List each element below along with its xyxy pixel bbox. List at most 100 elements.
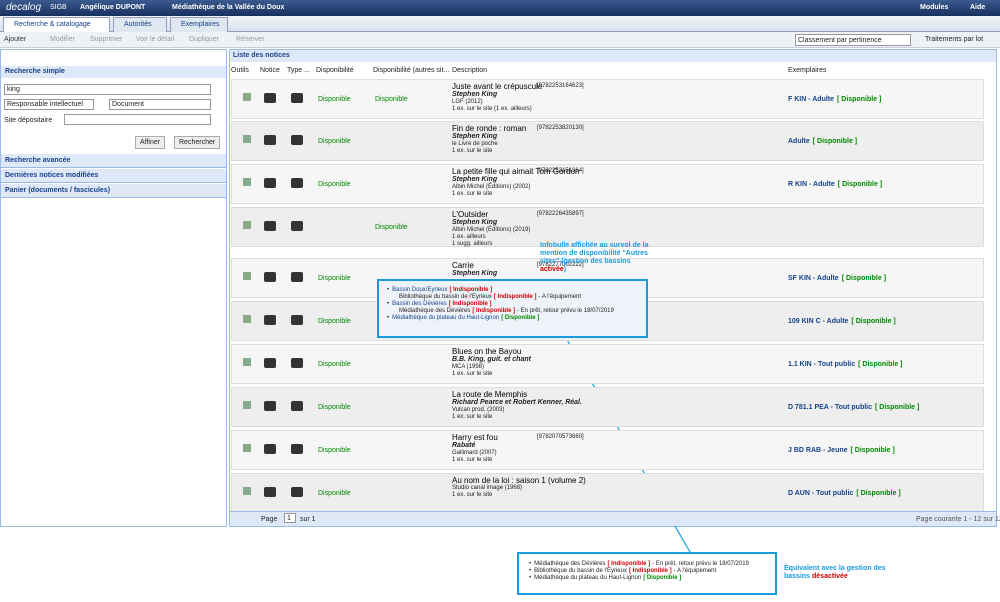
- type-icon[interactable]: [291, 178, 303, 188]
- copy[interactable]: Adulte[ Disponible ]: [788, 138, 857, 145]
- type-icon[interactable]: [291, 135, 303, 145]
- notice-title[interactable]: La route de Memphis: [452, 390, 528, 399]
- type-icon[interactable]: [291, 358, 303, 368]
- notice-icon[interactable]: [264, 178, 276, 188]
- result-row[interactable]: [231, 121, 984, 161]
- refine-button[interactable]: Affiner: [135, 136, 166, 149]
- tab[interactable]: Recherche & catalogage: [3, 17, 110, 32]
- notice-icon[interactable]: [264, 315, 276, 325]
- tool-icon[interactable]: [243, 401, 251, 409]
- panel-section[interactable]: Recherche avancée: [1, 154, 226, 168]
- tab[interactable]: Autorités: [113, 17, 167, 32]
- copy[interactable]: D 781.1 PEA - Tout public[ Disponible ]: [788, 404, 919, 411]
- notice-icon[interactable]: [264, 93, 276, 103]
- toolbar-button[interactable]: Modifier: [50, 36, 75, 43]
- column-header[interactable]: Outils: [231, 67, 249, 74]
- result-row[interactable]: [231, 344, 984, 384]
- notice-title[interactable]: Au nom de la loi : saison 1 (volume 2): [452, 476, 586, 485]
- type-icon[interactable]: [291, 401, 303, 411]
- notice-icon[interactable]: [264, 221, 276, 231]
- column-header[interactable]: Exemplaires: [788, 67, 827, 74]
- pager-input[interactable]: 1: [284, 513, 296, 523]
- toolbar-button[interactable]: Supprimer: [90, 36, 123, 43]
- type-icon[interactable]: [291, 444, 303, 454]
- column-header[interactable]: Type ...: [287, 67, 310, 74]
- result-row[interactable]: [231, 207, 984, 247]
- type-icon[interactable]: [291, 487, 303, 497]
- help[interactable]: Aide: [970, 4, 986, 11]
- notice-icon[interactable]: [264, 358, 276, 368]
- column-header[interactable]: Description: [452, 67, 488, 74]
- tool-icon[interactable]: [243, 358, 251, 366]
- panel-section[interactable]: Dernières notices modifiées: [1, 169, 226, 183]
- copy[interactable]: 1.1 KIN - Tout public[ Disponible ]: [788, 361, 903, 368]
- copy[interactable]: F KIN - Adulte[ Disponible ]: [788, 96, 881, 103]
- tool-icon[interactable]: [243, 221, 251, 229]
- site-name: Médiathèque du plateau du Haut-Lignon: [392, 315, 500, 321]
- type-icon[interactable]: [291, 315, 303, 325]
- notice-icon[interactable]: [264, 487, 276, 497]
- tab[interactable]: Exemplaires: [170, 17, 228, 32]
- copy[interactable]: J BD RAB - Jeune[ Disponible ]: [788, 447, 895, 454]
- column-header[interactable]: Disponibilité (autres sit...: [373, 67, 450, 74]
- result-row[interactable]: [231, 387, 984, 427]
- notice-title[interactable]: Fin de ronde : roman: [452, 124, 527, 133]
- detail: Gallimard (2007): [452, 450, 497, 456]
- tab-label: Autorités: [124, 21, 152, 28]
- other-sites-availability[interactable]: Disponible: [375, 96, 408, 103]
- notice-title[interactable]: L'Outsider: [452, 210, 489, 219]
- copy[interactable]: SF KIN - Adulte[ Disponible ]: [788, 275, 886, 282]
- detail: Studio canal image (1968): [452, 485, 523, 491]
- library[interactable]: Médiathèque de la Vallée du Doux: [172, 4, 285, 11]
- type-icon[interactable]: [291, 93, 303, 103]
- tool-icon[interactable]: [243, 135, 251, 143]
- other-sites-availability[interactable]: Disponible: [375, 224, 408, 231]
- tool-icon[interactable]: [243, 93, 251, 101]
- notice-icon[interactable]: [264, 272, 276, 282]
- toolbar-button[interactable]: Réserver: [236, 36, 265, 43]
- copy[interactable]: D AUN - Tout public[ Disponible ]: [788, 490, 901, 497]
- tool-icon[interactable]: [243, 487, 251, 495]
- tool-icon[interactable]: [243, 178, 251, 186]
- copy[interactable]: R KIN - Adulte[ Disponible ]: [788, 181, 882, 188]
- result-row[interactable]: [231, 473, 984, 513]
- type-icon[interactable]: [291, 272, 303, 282]
- result-row[interactable]: [231, 164, 984, 204]
- tool-icon[interactable]: [243, 315, 251, 323]
- library-status: [ Indisponible ]: [628, 568, 672, 574]
- notice-title[interactable]: Harry est fou: [452, 433, 498, 442]
- toolbar-button[interactable]: Voir le détail: [136, 36, 175, 43]
- field-select[interactable]: Responsable intellectuel: [4, 99, 94, 110]
- search-button[interactable]: Rechercher: [174, 136, 221, 149]
- toolbar-button[interactable]: Ajouter: [4, 36, 27, 43]
- notice-icon[interactable]: [264, 401, 276, 411]
- site-select[interactable]: [64, 114, 211, 125]
- sort-select[interactable]: Classement par pertinence: [795, 34, 911, 46]
- isbn: [9782253164623]: [537, 83, 584, 89]
- panel-header[interactable]: Recherche simple: [1, 66, 226, 78]
- column-header[interactable]: Disponibilité: [316, 67, 354, 74]
- result-row[interactable]: [231, 430, 984, 470]
- result-row[interactable]: [231, 79, 984, 119]
- type-icon[interactable]: [291, 221, 303, 231]
- copy[interactable]: 109 KIN C - Adulte[ Disponible ]: [788, 318, 896, 325]
- notice-title[interactable]: Blues on the Bayou: [452, 347, 522, 356]
- notice-title[interactable]: La petite fille qui aimait Tom Gordon: [452, 167, 580, 176]
- tool-icon[interactable]: [243, 272, 251, 280]
- tool-icon[interactable]: [243, 444, 251, 452]
- batch-button[interactable]: Traitements par lot: [925, 36, 984, 43]
- column-header[interactable]: Notice: [260, 67, 280, 74]
- user[interactable]: Angélique DUPONT: [80, 4, 146, 11]
- notice-title[interactable]: Juste avant le crépuscule: [452, 82, 543, 91]
- doctype-select[interactable]: Document: [109, 99, 211, 110]
- library-note: - A l'équipement: [673, 568, 717, 574]
- library-name: Bibliothèque du bassin de l'Eyrieux: [399, 294, 492, 300]
- notice-icon[interactable]: [264, 444, 276, 454]
- notice-title[interactable]: Carrie: [452, 261, 474, 270]
- copy-shelf: Adulte: [788, 138, 810, 145]
- toolbar-button[interactable]: Dupliquer: [189, 36, 219, 43]
- panel-section[interactable]: Panier (documents / fascicules): [1, 184, 226, 198]
- notice-icon[interactable]: [264, 135, 276, 145]
- modules[interactable]: Modules: [920, 4, 949, 11]
- search-input[interactable]: king: [4, 84, 211, 95]
